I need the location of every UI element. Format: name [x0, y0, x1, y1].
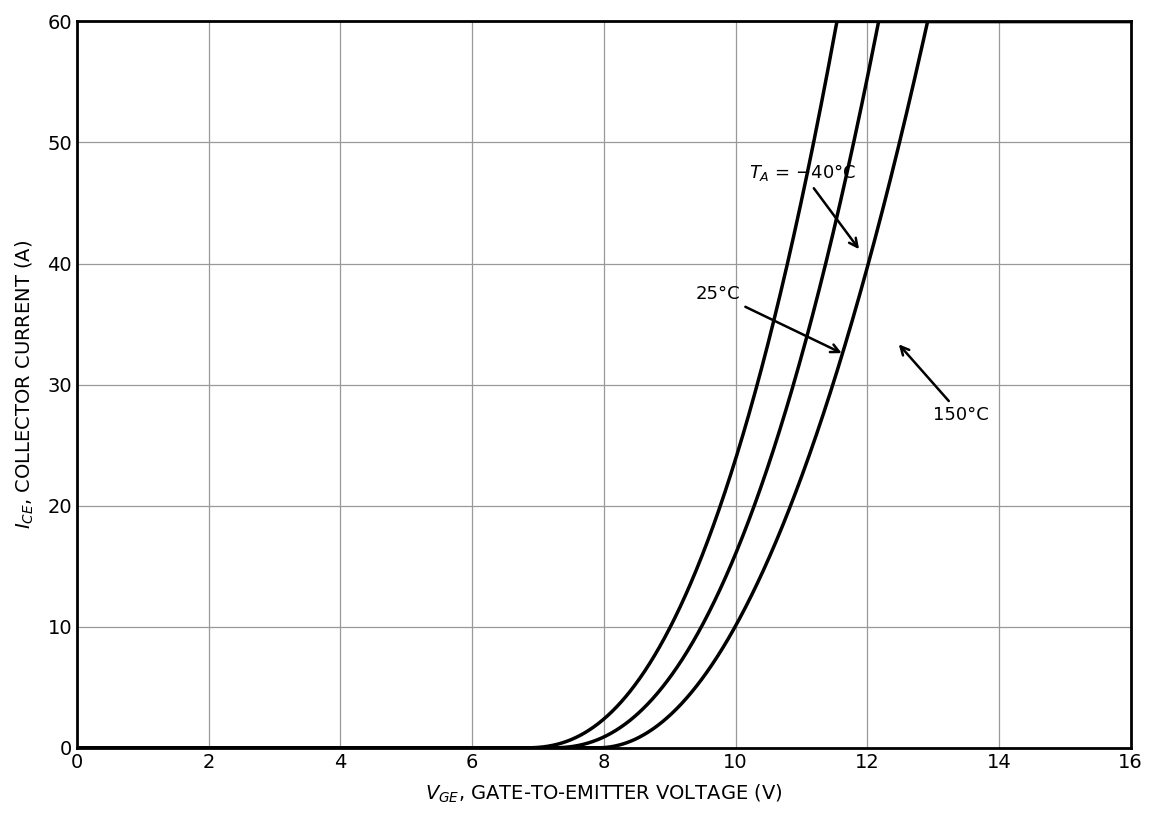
Text: $T_A$ = $-$40°C: $T_A$ = $-$40°C: [749, 162, 857, 247]
X-axis label: $V_{GE}$, GATE-TO-EMITTER VOLTAGE (V): $V_{GE}$, GATE-TO-EMITTER VOLTAGE (V): [425, 783, 782, 805]
Text: 25°C: 25°C: [697, 285, 839, 352]
Y-axis label: $I_{CE}$, COLLECTOR CURRENT (A): $I_{CE}$, COLLECTOR CURRENT (A): [14, 240, 36, 529]
Text: 150°C: 150°C: [900, 346, 989, 424]
